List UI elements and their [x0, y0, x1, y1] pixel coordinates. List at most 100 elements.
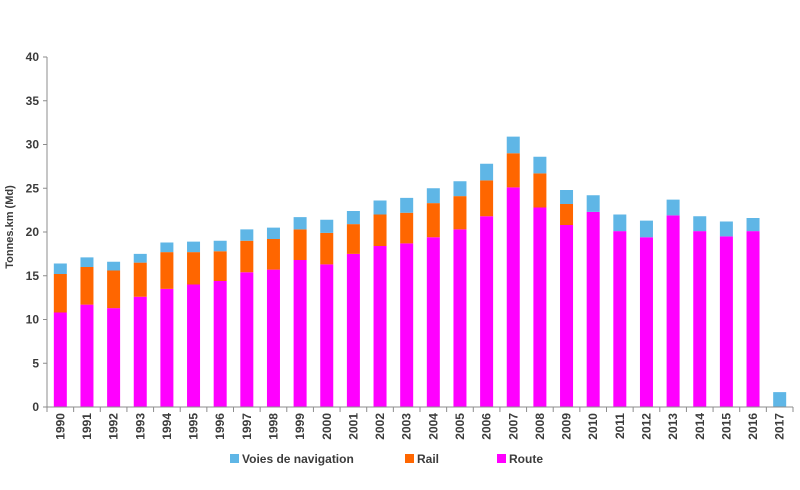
- bar-segment-voies-de-navigation: [560, 190, 574, 204]
- bar-segment-route: [639, 237, 653, 407]
- x-tick-label: 2004: [426, 413, 440, 440]
- y-tick-label: 30: [26, 138, 40, 152]
- bar-segment-voies-de-navigation: [426, 188, 440, 204]
- y-tick-label: 15: [26, 269, 40, 283]
- bar-segment-route: [53, 312, 67, 407]
- bar-segment-route: [586, 211, 600, 407]
- legend-swatch: [230, 454, 239, 463]
- bar-segment-route: [560, 225, 574, 407]
- x-tick-label: 2016: [746, 413, 760, 440]
- y-tick-label: 10: [26, 313, 40, 327]
- bar-segment-route: [187, 284, 201, 407]
- bar-segment-rail: [107, 270, 121, 309]
- bar-segment-voies-de-navigation: [613, 214, 627, 232]
- bar-segment-route: [293, 260, 307, 407]
- x-tick-label: 1997: [240, 413, 254, 440]
- bar-segment-voies-de-navigation: [266, 227, 280, 239]
- bar-segment-rail: [480, 180, 494, 217]
- bar-segment-voies-de-navigation: [187, 241, 201, 253]
- bar-segment-voies-de-navigation: [293, 217, 307, 230]
- bar-segment-rail: [560, 204, 574, 225]
- bar-segment-rail: [213, 251, 227, 281]
- x-tick-label: 2001: [346, 413, 360, 440]
- bar-segment-voies-de-navigation: [746, 218, 760, 232]
- bar-segment-route: [107, 308, 121, 407]
- legend-swatch: [497, 454, 506, 463]
- bar-segment-route: [719, 236, 733, 407]
- legend-label: Route: [509, 452, 543, 466]
- x-tick-label: 2015: [719, 413, 733, 440]
- bar-segment-route: [240, 272, 254, 407]
- bar-segment-voies-de-navigation: [346, 211, 360, 225]
- x-tick-label: 1996: [213, 413, 227, 440]
- bar-segment-voies-de-navigation: [160, 242, 174, 253]
- bar-segment-route: [213, 281, 227, 407]
- x-tick-label: 2013: [666, 413, 680, 440]
- bar-segment-rail: [133, 262, 147, 297]
- bar-segment-rail: [400, 212, 414, 244]
- bar-segment-route: [346, 253, 360, 407]
- y-tick-label: 0: [32, 400, 39, 414]
- y-tick-label: 40: [26, 50, 40, 64]
- bar-segment-route: [320, 264, 334, 407]
- bar-segment-rail: [53, 274, 67, 313]
- legend-label: Voies de navigation: [242, 452, 354, 466]
- bar-segment-rail: [533, 173, 547, 208]
- bar-segment-rail: [240, 240, 254, 273]
- x-tick-label: 1999: [293, 413, 307, 440]
- bar-segment-voies-de-navigation: [53, 263, 67, 274]
- bar-segment-route: [666, 215, 680, 407]
- y-tick-label: 35: [26, 94, 40, 108]
- y-tick-label: 20: [26, 225, 40, 239]
- x-tick-label: 2014: [693, 413, 707, 440]
- bar-segment-rail: [320, 232, 334, 265]
- bar-segment-route: [266, 269, 280, 407]
- x-tick-label: 2006: [480, 413, 494, 440]
- legend: Voies de navigation Rail Route: [230, 452, 543, 466]
- bar-segment-voies-de-navigation: [666, 199, 680, 216]
- legend-swatch: [405, 454, 414, 463]
- bar-segment-route: [613, 231, 627, 407]
- x-tick-label: 1992: [107, 413, 121, 440]
- bar-segment-rail: [506, 153, 520, 188]
- bar-segment-voies-de-navigation: [107, 261, 121, 271]
- x-tick-label: 2010: [586, 413, 600, 440]
- bar-segment-voies-de-navigation: [213, 240, 227, 252]
- bar-segment-rail: [187, 252, 201, 285]
- bar-segment-voies-de-navigation: [400, 197, 414, 213]
- bar-segment-route: [160, 288, 174, 407]
- x-tick-label: 2012: [639, 413, 653, 440]
- bar-segment-route: [746, 231, 760, 407]
- x-tick-label: 2008: [533, 413, 547, 440]
- bar-segment-route: [533, 207, 547, 407]
- bar-segment-voies-de-navigation: [240, 229, 254, 241]
- bar-segment-route: [426, 237, 440, 407]
- y-axis: 0 5 10 15 20 25 30 35 40: [26, 50, 48, 414]
- bar-segment-voies-de-navigation: [453, 181, 467, 197]
- x-tick-label: 1991: [80, 413, 94, 440]
- bar-segment-route: [453, 229, 467, 407]
- x-tick-label: 1995: [187, 413, 201, 440]
- bars: [53, 136, 787, 407]
- bar-segment-route: [400, 243, 414, 407]
- x-tick-label: 2000: [320, 413, 334, 440]
- bar-segment-voies-de-navigation: [320, 219, 334, 233]
- bar-segment-route: [480, 216, 494, 407]
- bar-segment-rail: [346, 224, 360, 254]
- bar-segment-rail: [453, 196, 467, 230]
- bar-segment-rail: [426, 203, 440, 238]
- bar-segment-voies-de-navigation: [506, 136, 520, 154]
- x-tick-label: 2009: [560, 413, 574, 440]
- bar-segment-route: [506, 187, 520, 407]
- x-tick-label: 1994: [160, 413, 174, 440]
- bar-segment-rail: [80, 267, 94, 305]
- bar-segment-voies-de-navigation: [480, 163, 494, 181]
- x-tick-label: 1998: [266, 413, 280, 440]
- bar-segment-voies-de-navigation: [719, 221, 733, 237]
- bar-segment-voies-de-navigation: [586, 195, 600, 212]
- bar-segment-rail: [266, 239, 280, 270]
- y-axis-label: Tonnes.km (Md): [4, 185, 16, 269]
- x-tick-label: 2003: [400, 413, 414, 440]
- bar-segment-voies-de-navigation: [133, 253, 147, 263]
